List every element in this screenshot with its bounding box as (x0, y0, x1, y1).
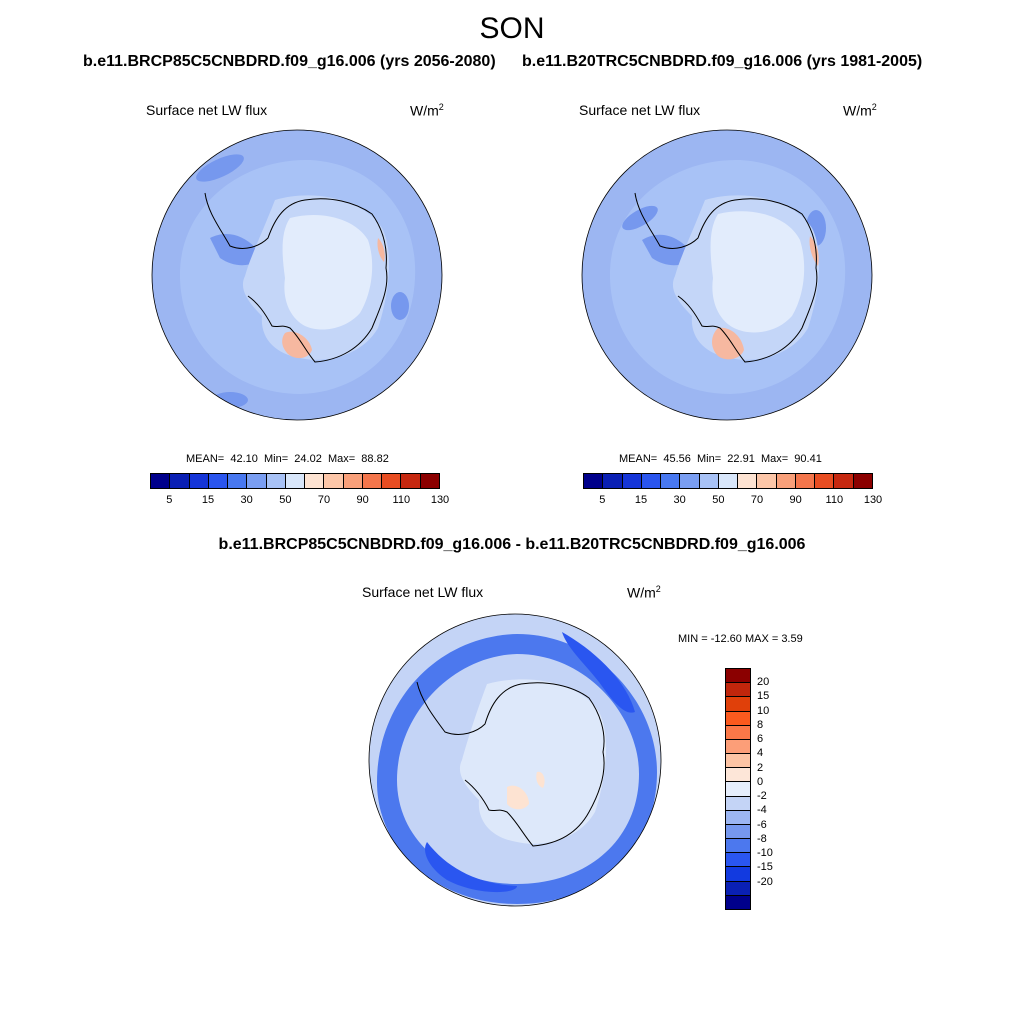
variable-label-right: Surface net LW flux (579, 102, 701, 118)
colorbar-swatch (680, 474, 700, 488)
colorbar-tick-label: 90 (789, 494, 802, 506)
colorbar-swatch (726, 810, 750, 825)
colorbar-tick-label: 15 (634, 494, 648, 506)
colorbar-tick-label: -4 (757, 804, 767, 817)
colorbar-swatch (726, 669, 750, 684)
colorbar-swatch (151, 474, 171, 488)
colorbar-swatch (228, 474, 248, 488)
colorbar-swatch (853, 474, 872, 488)
colorbar-tick-label: 30 (240, 494, 253, 506)
colorbar-swatch (603, 474, 623, 488)
colorbar-tick-label: 70 (750, 494, 764, 506)
colorbar-swatch (726, 824, 750, 840)
colorbar-tick-label: 70 (317, 494, 331, 506)
colorbar-tick-label: 6 (757, 733, 764, 746)
colorbar-swatch (622, 474, 642, 488)
colorbar-tick-label: 0 (757, 775, 764, 788)
colorbar-swatch (726, 768, 750, 783)
colorbar-swatch (343, 474, 363, 488)
colorbar-tick-label: 110 (392, 494, 411, 506)
colorbar-swatch (726, 683, 750, 698)
colorbar-tick-label: 130 (430, 494, 450, 506)
colorbar-swatch (170, 474, 190, 488)
colorbar-tick-label: 50 (712, 494, 725, 506)
colorbar-tick-label: 4 (757, 747, 764, 760)
colorbar-swatch (305, 474, 325, 488)
colorbar-swatch (584, 474, 604, 488)
colorbar-swatch (420, 474, 439, 488)
units-label-diff: W/m2 (627, 584, 661, 601)
colorbar-tick-label: 20 (757, 676, 770, 689)
colorbar-tick-label: 8 (757, 718, 764, 731)
colorbar-tick-label: 2 (757, 761, 764, 774)
variable-label-diff: Surface net LW flux (362, 584, 484, 600)
colorbar-tick-label: -15 (757, 861, 773, 874)
colorbar-swatch (726, 782, 750, 797)
colorbar-difference (725, 668, 751, 910)
colorbar-swatch (247, 474, 267, 488)
colorbar-tick-label: 110 (825, 494, 844, 506)
colorbar-swatch (795, 474, 816, 488)
colorbar-tick-label: -2 (757, 790, 767, 803)
colorbar-tick-label: 50 (279, 494, 292, 506)
colorbar-swatch (726, 895, 750, 909)
colorbar-tick-label: 5 (166, 494, 173, 506)
colorbar-tick-label: 90 (356, 494, 369, 506)
colorbar-tick-label: 10 (757, 704, 770, 717)
colorbar-tick-label: 15 (201, 494, 215, 506)
stats-left: MEAN= 42.10 Min= 24.02 Max= 88.82 (186, 453, 389, 465)
colorbar-tick-label: 5 (599, 494, 606, 506)
colorbar-swatch (726, 796, 750, 811)
colorbar-swatch (726, 867, 750, 882)
stats-right: MEAN= 45.56 Min= 22.91 Max= 90.41 (619, 453, 822, 465)
colorbar-swatch (718, 474, 739, 488)
map-right (581, 129, 873, 421)
colorbar-swatch (401, 474, 421, 488)
colorbar-swatch (641, 474, 662, 488)
colorbar-swatch (726, 839, 750, 854)
units-label-left: W/m2 (410, 102, 444, 119)
colorbar-tick-label: 15 (757, 690, 770, 703)
map-left (151, 129, 443, 421)
colorbar-swatch (324, 474, 344, 488)
colorbar-swatch (189, 474, 209, 488)
case-title-left: b.e11.BRCP85C5CNBDRD.f09_g16.006 (yrs 20… (83, 53, 496, 70)
colorbar-tick-label: -8 (757, 832, 767, 845)
colorbar-swatch (726, 739, 750, 755)
colorbar-swatch (362, 474, 383, 488)
colorbar-swatch (726, 697, 750, 712)
colorbar-tick-label: 30 (673, 494, 686, 506)
colorbar-swatch (815, 474, 835, 488)
map-difference (368, 613, 662, 907)
colorbar-swatch (726, 711, 750, 726)
colorbar-swatch (726, 725, 750, 740)
colorbar-left (150, 473, 440, 489)
case-title-right: b.e11.B20TRC5CNBDRD.f09_g16.006 (yrs 198… (522, 53, 923, 70)
colorbar-tick-label: 130 (863, 494, 883, 506)
colorbar-swatch (661, 474, 681, 488)
colorbar-tick-label: -20 (757, 875, 773, 888)
colorbar-swatch (726, 881, 750, 896)
colorbar-swatch (208, 474, 229, 488)
colorbar-swatch (726, 853, 750, 868)
colorbar-swatch (757, 474, 777, 488)
colorbar-swatch (382, 474, 402, 488)
units-label-right: W/m2 (843, 102, 877, 119)
season-title: SON (479, 12, 545, 45)
colorbar-swatch (285, 474, 306, 488)
variable-label-left: Surface net LW flux (146, 102, 268, 118)
colorbar-swatch (699, 474, 719, 488)
colorbar-tick-label: -10 (757, 847, 773, 860)
colorbar-right (583, 473, 873, 489)
difference-minmax: MIN = -12.60 MAX = 3.59 (678, 633, 803, 645)
difference-title: b.e11.BRCP85C5CNBDRD.f09_g16.006 - b.e11… (218, 536, 806, 553)
colorbar-swatch (266, 474, 286, 488)
colorbar-swatch (776, 474, 796, 488)
colorbar-swatch (834, 474, 854, 488)
colorbar-tick-label: -6 (757, 818, 767, 831)
colorbar-swatch (726, 754, 750, 769)
colorbar-swatch (738, 474, 758, 488)
